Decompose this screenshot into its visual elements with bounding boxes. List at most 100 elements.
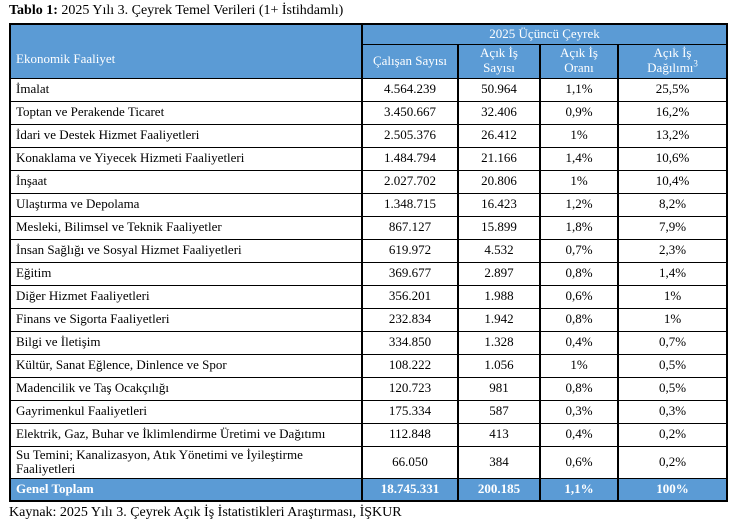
total-label: Genel Toplam	[9, 478, 363, 502]
table-row: Mesleki, Bilimsel ve Teknik Faaliyetler …	[9, 215, 729, 240]
table-title: Tablo 1: 2025 Yılı 3. Çeyrek Temel Veril…	[9, 2, 733, 20]
activity-cell: İnşaat	[9, 169, 363, 194]
rate-cell: 0,3%	[539, 399, 619, 424]
employees-cell: 4.564.239	[361, 77, 459, 102]
col-header-vacancy-rate-line1: Açık İş	[560, 45, 598, 61]
rate-cell: 1%	[539, 123, 619, 148]
employees-cell: 619.972	[361, 238, 459, 263]
col-header-employees-line1: Çalışan Sayısı	[372, 52, 448, 68]
col-header-employees: Çalışan Sayısı	[361, 43, 459, 79]
activity-cell: Bilgi ve İletişim	[9, 330, 363, 355]
table-row: Konaklama ve Yiyecek Hizmeti Faaliyetler…	[9, 146, 729, 171]
table-row: İnşaat 2.027.702 20.806 1% 10,4%	[9, 169, 729, 194]
share-cell: 0,2%	[616, 422, 729, 447]
table-row: Madencilik ve Taş Ocakçılığı 120.723 981…	[9, 376, 729, 401]
rate-cell: 1,1%	[539, 77, 619, 102]
table-row: Diğer Hizmet Faaliyetleri 356.201 1.988 …	[9, 284, 729, 309]
col-header-vacancy-rate: Açık İş Oranı	[539, 43, 619, 79]
vacancies-cell: 1.942	[457, 307, 541, 332]
activity-cell: Mesleki, Bilimsel ve Teknik Faaliyetler	[9, 215, 363, 240]
rate-cell: 0,4%	[539, 422, 619, 447]
activity-cell: İnsan Sağlığı ve Sosyal Hizmet Faaliyetl…	[9, 238, 363, 263]
vacancies-cell: 32.406	[457, 100, 541, 125]
share-cell: 25,5%	[616, 77, 729, 102]
table-title-label: Tablo 1:	[9, 3, 58, 18]
vacancies-cell: 1.056	[457, 353, 541, 378]
col-header-vacancy-count-line2: Sayısı	[483, 60, 515, 75]
vacancies-cell: 15.899	[457, 215, 541, 240]
share-cell: 10,6%	[616, 146, 729, 171]
activity-cell: İdari ve Destek Hizmet Faaliyetleri	[9, 123, 363, 148]
share-cell: 16,2%	[616, 100, 729, 125]
table-row: Kültür, Sanat Eğlence, Dinlence ve Spor …	[9, 353, 729, 378]
vacancies-cell: 4.532	[457, 238, 541, 263]
activity-cell: Gayrimenkul Faaliyetleri	[9, 399, 363, 424]
total-row: Genel Toplam 18.745.331 200.185 1,1% 100…	[9, 478, 729, 502]
employees-cell: 2.505.376	[361, 123, 459, 148]
col-group-header-quarter: 2025 Üçüncü Çeyrek	[360, 23, 729, 45]
share-cell: 2,3%	[616, 238, 729, 263]
vacancies-cell: 21.166	[457, 146, 541, 171]
group-header-row: Ekonomik Faaliyet 2025 Üçüncü Çeyrek	[9, 23, 729, 79]
employees-cell: 356.201	[361, 284, 459, 309]
col-header-vacancy-share: Açık İş Dağılımı3	[616, 43, 729, 79]
employees-cell: 108.222	[361, 353, 459, 378]
employees-cell: 112.848	[361, 422, 459, 447]
table-row: İmalat 4.564.239 50.964 1,1% 25,5%	[9, 77, 729, 102]
activity-cell: İmalat	[9, 77, 363, 102]
share-cell: 7,9%	[616, 215, 729, 240]
vacancies-cell: 1.988	[457, 284, 541, 309]
statistics-table: Ekonomik Faaliyet 2025 Üçüncü Çeyrek Çal…	[9, 23, 729, 502]
rate-cell: 0,8%	[539, 261, 619, 286]
share-cell: 0,3%	[616, 399, 729, 424]
table-header: Ekonomik Faaliyet 2025 Üçüncü Çeyrek Çal…	[9, 23, 729, 79]
employees-cell: 867.127	[361, 215, 459, 240]
employees-cell: 66.050	[361, 445, 459, 480]
employees-cell: 369.677	[361, 261, 459, 286]
vacancies-cell: 50.964	[457, 77, 541, 102]
vacancies-cell: 1.328	[457, 330, 541, 355]
employees-cell: 175.334	[361, 399, 459, 424]
rate-cell: 0,6%	[539, 284, 619, 309]
table-footer: Genel Toplam 18.745.331 200.185 1,1% 100…	[9, 478, 729, 502]
employees-cell: 334.850	[361, 330, 459, 355]
activity-cell: Su Temini; Kanalizasyon, Atık Yönetimi v…	[9, 445, 363, 480]
share-cell: 8,2%	[616, 192, 729, 217]
share-cell: 0,5%	[616, 376, 729, 401]
activity-cell: Diğer Hizmet Faaliyetleri	[9, 284, 363, 309]
rate-cell: 0,7%	[539, 238, 619, 263]
vacancies-cell: 26.412	[457, 123, 541, 148]
rate-cell: 0,6%	[539, 445, 619, 480]
sub-header-row: Çalışan Sayısı Açık İş Sayısı Açık İş Oran…	[10, 43, 729, 79]
employees-cell: 1.348.715	[361, 192, 459, 217]
vacancies-cell: 981	[457, 376, 541, 401]
table-row: Ulaştırma ve Depolama 1.348.715 16.423 1…	[9, 192, 729, 217]
activity-cell: Toptan ve Perakende Ticaret	[9, 100, 363, 125]
share-cell: 10,4%	[616, 169, 729, 194]
share-cell: 1%	[616, 284, 729, 309]
vacancies-cell: 16.423	[457, 192, 541, 217]
employees-cell: 2.027.702	[361, 169, 459, 194]
activity-cell: Elektrik, Gaz, Buhar ve İklimlendirme Ür…	[9, 422, 363, 447]
rate-cell: 0,8%	[539, 307, 619, 332]
rate-cell: 1,8%	[539, 215, 619, 240]
rate-cell: 1,4%	[539, 146, 619, 171]
activity-cell: Kültür, Sanat Eğlence, Dinlence ve Spor	[9, 353, 363, 378]
total-vacancies: 200.185	[457, 478, 541, 502]
employees-cell: 232.834	[361, 307, 459, 332]
share-cell: 1,4%	[616, 261, 729, 286]
rate-cell: 1%	[539, 353, 619, 378]
table-row: Gayrimenkul Faaliyetleri 175.334 587 0,3…	[9, 399, 729, 424]
vacancies-cell: 384	[457, 445, 541, 480]
col-header-vacancy-count-line1: Açık İş	[480, 45, 518, 61]
table-row: Toptan ve Perakende Ticaret 3.450.667 32…	[9, 100, 729, 125]
rate-cell: 1,2%	[539, 192, 619, 217]
rate-cell: 1%	[539, 169, 619, 194]
table-row: Eğitim 369.677 2.897 0,8% 1,4%	[9, 261, 729, 286]
share-cell: 1%	[616, 307, 729, 332]
activity-cell: Madencilik ve Taş Ocakçılığı	[9, 376, 363, 401]
vacancies-cell: 20.806	[457, 169, 541, 194]
total-employees: 18.745.331	[361, 478, 459, 502]
share-cell: 0,5%	[616, 353, 729, 378]
share-cell: 0,7%	[616, 330, 729, 355]
